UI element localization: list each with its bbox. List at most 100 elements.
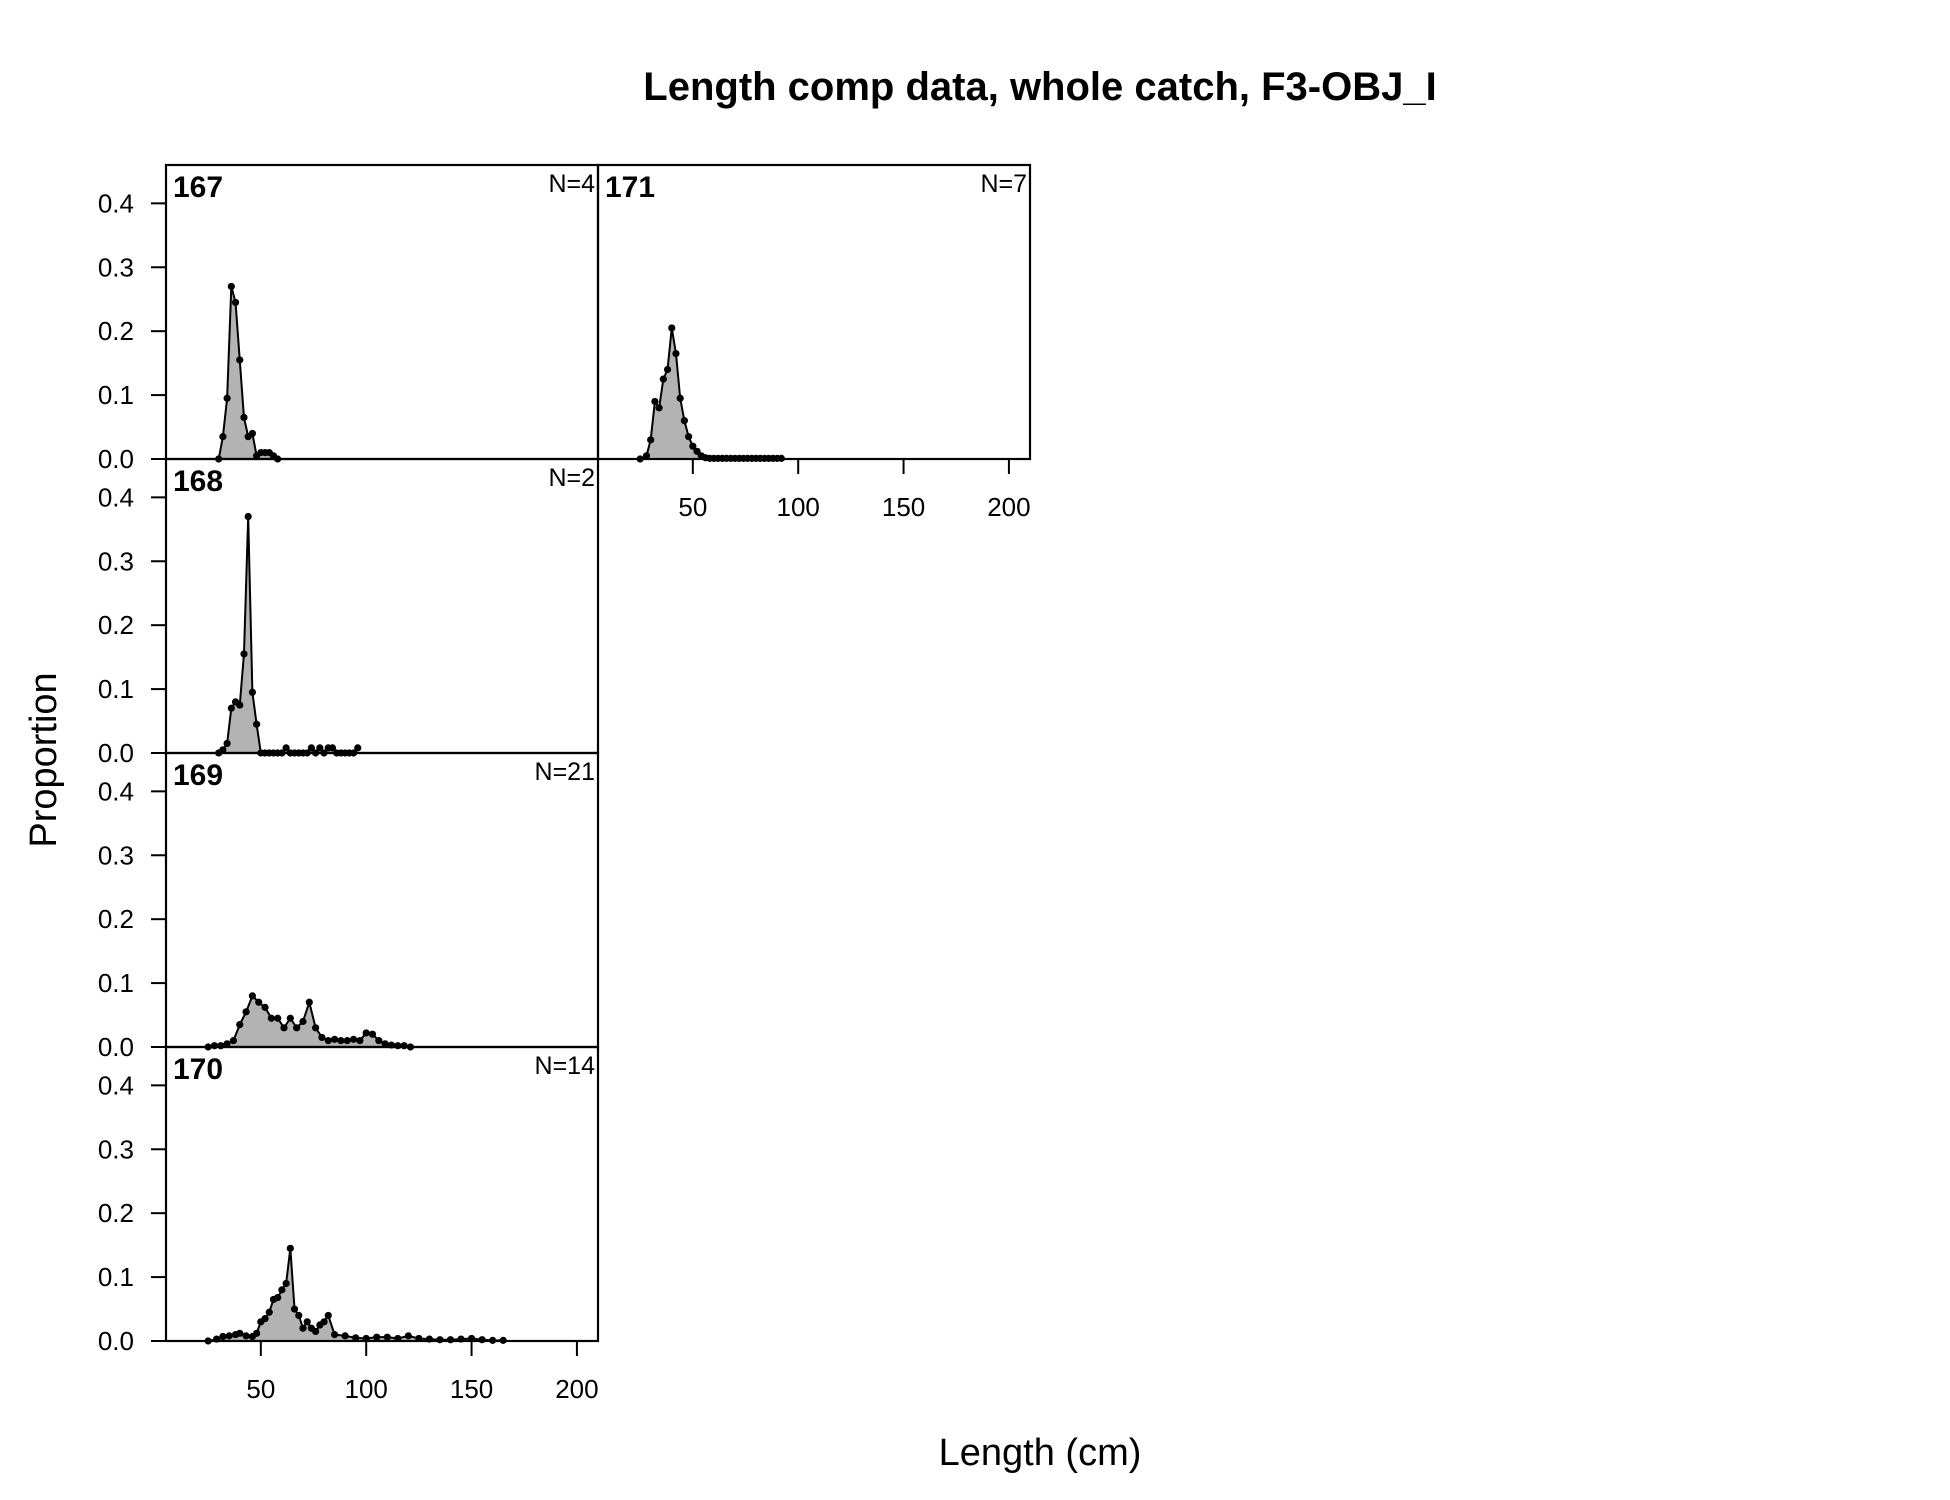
panel-label-167: 167 bbox=[173, 171, 223, 204]
y-tick-label-167-0.0: 0.0 bbox=[98, 444, 134, 474]
data-point-168-27 bbox=[328, 744, 337, 752]
data-point-171-10 bbox=[680, 417, 689, 425]
panel-170: 170 N=14 0.0 0.1 0.2 0.3 0.4 50 100 150 200 bbox=[98, 1045, 600, 1404]
data-point-169-8 bbox=[255, 998, 263, 1006]
x-tick-label-170-200: 200 bbox=[555, 1374, 598, 1404]
data-point-170-6 bbox=[242, 1332, 250, 1340]
y-tick-label-168-0.2: 0.2 bbox=[98, 610, 134, 640]
data-point-170-30 bbox=[373, 1333, 381, 1341]
data-point-170-24 bbox=[320, 1318, 328, 1326]
data-point-170-31 bbox=[383, 1333, 391, 1341]
data-point-169-7 bbox=[248, 992, 256, 1000]
data-point-169-6 bbox=[242, 1008, 250, 1016]
data-point-170-19 bbox=[299, 1324, 307, 1332]
data-point-170-17 bbox=[290, 1305, 299, 1313]
data-point-171-6 bbox=[663, 365, 672, 374]
y-tick-label-168-0.1: 0.1 bbox=[98, 674, 134, 704]
y-tick-label-167-0.4: 0.4 bbox=[98, 188, 134, 218]
data-point-169-16 bbox=[305, 998, 313, 1006]
data-point-168-5 bbox=[236, 701, 244, 709]
data-point-167-8 bbox=[248, 429, 256, 438]
x-tick-label-171-150: 150 bbox=[882, 492, 925, 522]
panel-167: 167 N=4 0.0 0.1 0.2 0.3 0.4 bbox=[98, 163, 600, 474]
data-point-170-28 bbox=[352, 1334, 360, 1342]
data-point-170-5 bbox=[236, 1329, 244, 1337]
data-point-169-13 bbox=[286, 1014, 294, 1022]
y-tick-label-169-0.0: 0.0 bbox=[98, 1032, 134, 1062]
data-point-170-13 bbox=[274, 1293, 282, 1302]
data-point-168-3 bbox=[227, 704, 235, 712]
series-area-167 bbox=[218, 286, 278, 459]
y-tick-label-168-0.0: 0.0 bbox=[98, 738, 134, 768]
data-point-168-7 bbox=[244, 512, 252, 521]
panel-label-170: 170 bbox=[173, 1053, 223, 1086]
data-point-167-1 bbox=[219, 433, 227, 441]
panel-171: 171 N=7 50 100 150 200 bbox=[596, 163, 1032, 522]
y-tick-label-169-0.4: 0.4 bbox=[98, 776, 134, 806]
data-point-171-8 bbox=[672, 349, 680, 358]
y-tick-label-170-0.0: 0.0 bbox=[98, 1326, 134, 1356]
data-point-169-19 bbox=[324, 1037, 332, 1045]
data-point-170-14 bbox=[278, 1286, 286, 1294]
panel-frame-171 bbox=[596, 163, 1032, 461]
data-point-169-9 bbox=[261, 1003, 269, 1011]
data-point-170-2 bbox=[219, 1332, 227, 1341]
y-tick-label-168-0.4: 0.4 bbox=[98, 482, 134, 512]
y-tick-label-170-0.1: 0.1 bbox=[98, 1262, 134, 1292]
data-point-168-16 bbox=[282, 744, 290, 752]
x-tick-label-170-50: 50 bbox=[246, 1374, 275, 1404]
x-tick-label-170-100: 100 bbox=[344, 1374, 387, 1404]
data-point-169-27 bbox=[375, 1037, 383, 1045]
data-point-168-22 bbox=[307, 744, 316, 752]
x-tick-label-170-150: 150 bbox=[450, 1374, 493, 1404]
y-tick-label-170-0.3: 0.3 bbox=[98, 1134, 134, 1164]
data-point-170-33 bbox=[404, 1332, 412, 1340]
data-point-169-15 bbox=[299, 1017, 307, 1026]
panel-169: 169 N=21 0.0 0.1 0.2 0.3 0.4 bbox=[98, 751, 600, 1062]
data-point-169-11 bbox=[274, 1014, 282, 1022]
panel-168: 168 N=2 0.0 0.1 0.2 0.3 0.4 bbox=[98, 457, 600, 768]
panel-n-168: N=2 bbox=[548, 464, 595, 492]
data-point-169-14 bbox=[293, 1024, 301, 1032]
y-tick-label-170-0.2: 0.2 bbox=[98, 1198, 134, 1228]
data-point-169-30 bbox=[394, 1042, 402, 1050]
data-point-171-9 bbox=[676, 394, 684, 402]
data-point-168-6 bbox=[240, 650, 248, 658]
data-point-170-27 bbox=[341, 1332, 349, 1340]
x-tick-label-171-200: 200 bbox=[987, 492, 1030, 522]
data-point-170-18 bbox=[295, 1311, 303, 1320]
panel-n-169: N=21 bbox=[535, 758, 595, 786]
data-point-170-8 bbox=[253, 1329, 261, 1337]
data-point-171-7 bbox=[668, 324, 676, 332]
data-point-171-3 bbox=[651, 397, 659, 406]
data-point-170-25 bbox=[324, 1311, 332, 1320]
data-point-169-28 bbox=[381, 1040, 389, 1048]
data-point-169-1 bbox=[210, 1042, 219, 1050]
y-tick-label-169-0.2: 0.2 bbox=[98, 904, 134, 934]
data-point-170-3 bbox=[225, 1332, 233, 1340]
y-tick-label-167-0.3: 0.3 bbox=[98, 252, 134, 282]
y-tick-label-170-0.4: 0.4 bbox=[98, 1070, 134, 1100]
series-line-170 bbox=[207, 1248, 504, 1342]
data-point-169-5 bbox=[236, 1021, 244, 1029]
y-axis-label: Proportion bbox=[23, 672, 65, 847]
data-point-167-4 bbox=[231, 298, 240, 307]
data-point-169-26 bbox=[368, 1030, 377, 1038]
data-point-169-4 bbox=[229, 1037, 238, 1045]
data-point-169-20 bbox=[330, 1035, 339, 1043]
data-point-169-3 bbox=[223, 1040, 231, 1048]
x-tick-label-171-50: 50 bbox=[678, 492, 707, 522]
data-point-170-40 bbox=[478, 1336, 486, 1344]
data-point-169-2 bbox=[217, 1042, 225, 1050]
series-area-170 bbox=[208, 1248, 504, 1341]
data-point-167-5 bbox=[236, 356, 244, 364]
panel-label-169: 169 bbox=[173, 759, 223, 792]
series-area-168 bbox=[218, 516, 358, 753]
panel-frame-170 bbox=[164, 1045, 600, 1343]
data-point-168-33 bbox=[354, 744, 362, 752]
y-tick-label-168-0.3: 0.3 bbox=[98, 546, 134, 576]
data-point-167-6 bbox=[240, 413, 248, 422]
data-point-168-8 bbox=[248, 688, 256, 696]
data-point-171-4 bbox=[655, 404, 663, 412]
data-point-170-26 bbox=[330, 1331, 339, 1339]
